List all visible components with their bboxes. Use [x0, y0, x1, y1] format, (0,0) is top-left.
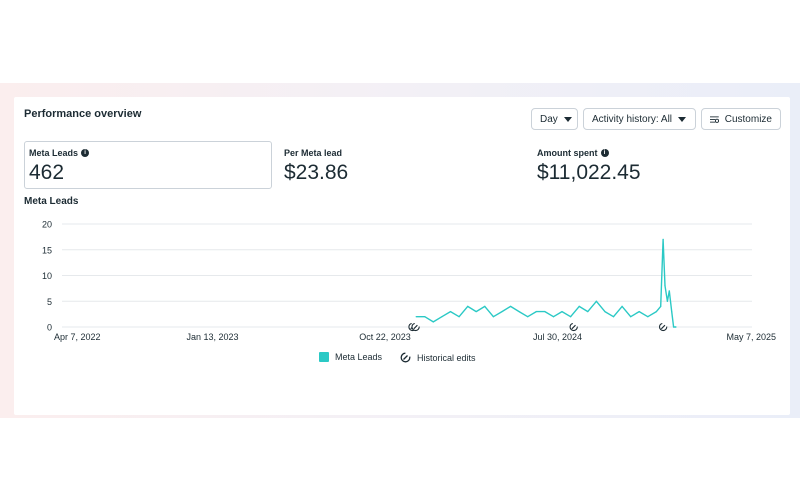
- metric-label-per-meta-lead: Per Meta lead: [284, 148, 342, 158]
- data-point: [441, 316, 443, 318]
- data-point: [424, 316, 426, 318]
- legend-historical-edits[interactable]: Historical edits: [400, 352, 476, 363]
- data-point: [672, 326, 675, 328]
- data-point: [604, 310, 606, 313]
- data-point: [578, 305, 580, 307]
- customize-label: Customize: [724, 113, 772, 125]
- y-tick-label: 20: [42, 220, 52, 230]
- x-tick-label: Apr 7, 2022: [54, 332, 101, 342]
- data-point: [527, 316, 529, 318]
- data-point: [458, 316, 460, 318]
- x-tick-label: Oct 22, 2023: [359, 332, 411, 342]
- data-point: [492, 316, 495, 318]
- data-point: [621, 305, 623, 307]
- chevron-down-icon: [678, 116, 687, 122]
- data-point: [449, 310, 452, 313]
- y-tick-label: 5: [47, 297, 52, 307]
- data-point: [432, 321, 434, 323]
- day-dropdown[interactable]: Day: [531, 108, 578, 130]
- legend-swatch: [319, 352, 329, 362]
- chart-title: Meta Leads: [24, 196, 79, 207]
- metric-value-meta-leads: 462: [29, 161, 65, 184]
- metric-value-per-meta-lead: $23.86: [284, 161, 349, 184]
- x-tick-label: Jan 13, 2023: [186, 332, 238, 342]
- data-point: [671, 310, 673, 313]
- data-point: [664, 285, 666, 287]
- data-point: [587, 310, 589, 313]
- historical-edit-marker[interactable]: [411, 322, 420, 332]
- data-point: [666, 300, 669, 302]
- data-point: [630, 316, 632, 318]
- historical-edit-marker[interactable]: [658, 322, 668, 332]
- data-point: [484, 305, 486, 307]
- metric-meta-leads-label: Meta Leads: [29, 148, 79, 158]
- data-point: [655, 310, 658, 313]
- y-tick-label: 15: [42, 245, 52, 255]
- data-point: [570, 316, 572, 318]
- data-point: [475, 310, 477, 313]
- customize-button[interactable]: Customize: [701, 108, 781, 130]
- activity-history-dropdown[interactable]: Activity history: All: [583, 108, 696, 130]
- metric-label-meta-leads: Meta Leads i: [29, 148, 90, 158]
- info-icon[interactable]: i: [600, 149, 609, 157]
- page-title: Performance overview: [24, 108, 142, 120]
- chevron-down-icon: [563, 116, 572, 122]
- metric-amount-spent-label: Amount spent: [537, 148, 598, 158]
- historical-edit-marker[interactable]: [569, 322, 578, 332]
- info-icon[interactable]: i: [81, 149, 90, 157]
- legend-historical-edits-label: Historical edits: [417, 352, 476, 363]
- series-line-meta-leads: [416, 238, 676, 328]
- selected-metric-box[interactable]: [24, 141, 272, 189]
- data-point: [535, 310, 537, 313]
- y-tick-label: 10: [42, 271, 52, 281]
- y-tick-label: 0: [47, 323, 52, 333]
- data-point: [675, 326, 677, 328]
- metric-per-meta-lead-label: Per Meta lead: [284, 148, 343, 158]
- data-point: [518, 310, 520, 313]
- data-point: [467, 305, 469, 307]
- metric-value-amount-spent: $11,022.45: [537, 161, 641, 184]
- performance-card: [14, 97, 790, 415]
- customize-icon: [710, 115, 719, 123]
- data-point: [501, 310, 503, 313]
- data-point: [552, 316, 555, 318]
- data-point: [668, 290, 670, 292]
- legend-meta-leads[interactable]: Meta Leads: [319, 352, 382, 362]
- data-point: [660, 305, 662, 307]
- activity-history-label: Activity history: All: [592, 113, 673, 125]
- data-point: [561, 310, 563, 313]
- data-point: [638, 310, 640, 313]
- data-point: [612, 316, 615, 318]
- metric-label-amount-spent: Amount spent i: [537, 148, 609, 158]
- historical-edit-icon: [400, 352, 411, 363]
- data-point: [647, 316, 649, 318]
- legend-meta-leads-label: Meta Leads: [335, 352, 383, 362]
- data-point: [662, 238, 664, 241]
- data-point: [544, 310, 546, 313]
- data-point: [415, 316, 417, 318]
- day-dropdown-label: Day: [540, 113, 558, 125]
- data-point: [595, 300, 597, 302]
- data-point: [509, 305, 512, 307]
- x-tick-label: Jul 30, 2024: [533, 332, 582, 342]
- x-tick-label: May 7, 2025: [726, 332, 776, 342]
